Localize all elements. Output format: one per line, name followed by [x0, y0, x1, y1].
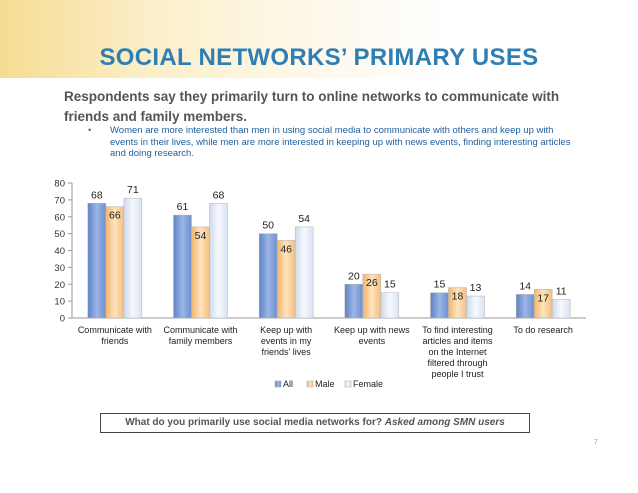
- bar-all: [258, 233, 278, 319]
- y-tick-label: 80: [54, 179, 65, 190]
- x-tick-label: Keep up with: [260, 325, 312, 335]
- bar-all: [515, 294, 535, 319]
- legend-swatch-male: [306, 380, 314, 388]
- x-tick-label: To do research: [513, 325, 573, 335]
- legend-label: Female: [353, 379, 383, 389]
- x-tick-label: people I trust: [431, 369, 484, 379]
- bar-female: [123, 197, 143, 319]
- bar-male: [105, 206, 125, 319]
- data-label: 26: [366, 277, 378, 289]
- data-label: 46: [280, 243, 292, 255]
- bullet-item: • Women are more interested than men in …: [88, 125, 572, 160]
- data-label: 11: [556, 285, 567, 297]
- y-tick-label: 0: [60, 314, 65, 325]
- x-tick-label: Keep up with news: [334, 325, 410, 335]
- legend-swatch-female: [344, 380, 352, 388]
- x-tick-label: friends: [101, 336, 129, 346]
- data-label: 54: [298, 213, 310, 225]
- data-label: 15: [434, 279, 446, 291]
- legend-label: All: [283, 379, 293, 389]
- bar-all: [173, 214, 192, 319]
- data-label: 50: [262, 220, 274, 232]
- bar-female: [380, 292, 400, 319]
- data-label: 15: [384, 279, 396, 291]
- x-tick-label: articles and items: [422, 336, 493, 346]
- data-label: 66: [109, 210, 121, 222]
- bar-female: [294, 226, 314, 319]
- bar-all: [430, 292, 449, 319]
- lead-text: Respondents say they primarily turn to o…: [64, 89, 560, 124]
- survey-question: What do you primarily use social media n…: [125, 417, 382, 428]
- bar-female: [209, 203, 228, 319]
- y-tick-label: 10: [54, 297, 65, 308]
- x-tick-label: filtered through: [427, 358, 487, 368]
- bar-all: [87, 203, 107, 319]
- legend-label: Male: [315, 379, 335, 389]
- bullet-dot: •: [88, 125, 92, 136]
- y-tick-label: 70: [54, 195, 65, 206]
- data-label: 61: [177, 201, 189, 213]
- y-tick-label: 20: [54, 280, 65, 291]
- data-label: 14: [519, 280, 531, 292]
- legend-swatch-all: [274, 380, 282, 388]
- x-tick-label: Communicate with: [78, 325, 152, 335]
- header-band: [0, 0, 638, 78]
- x-tick-label: friends' lives: [262, 347, 312, 357]
- y-tick-label: 50: [54, 229, 65, 240]
- x-tick-label: Communicate with: [163, 325, 237, 335]
- data-label: 20: [348, 270, 360, 282]
- page-number: 7: [594, 439, 598, 446]
- y-tick-label: 60: [54, 212, 65, 223]
- bar-female: [551, 299, 571, 319]
- data-label: 71: [127, 184, 139, 196]
- data-label: 68: [213, 189, 225, 201]
- slide-title: SOCIAL NETWORKS’ PRIMARY USES: [99, 44, 539, 71]
- y-tick-label: 30: [54, 263, 65, 274]
- x-tick-label: on the Internet: [428, 347, 487, 357]
- data-label: 54: [195, 230, 207, 242]
- data-label: 17: [537, 292, 549, 304]
- data-label: 18: [452, 291, 464, 303]
- x-tick-label: To find interesting: [422, 325, 493, 335]
- y-tick-label: 40: [54, 246, 65, 257]
- survey-question-box: What do you primarily use social media n…: [100, 413, 530, 433]
- survey-note: Asked among SMN users: [384, 417, 505, 428]
- bar-all: [344, 284, 364, 319]
- x-tick-label: family members: [169, 336, 233, 346]
- bar-female: [466, 295, 485, 319]
- x-tick-label: events: [359, 336, 386, 346]
- data-label: 13: [470, 282, 482, 294]
- bullet-text: Women are more interested than men in us…: [110, 125, 571, 159]
- data-label: 68: [91, 189, 103, 201]
- x-tick-label: events in my: [261, 336, 312, 346]
